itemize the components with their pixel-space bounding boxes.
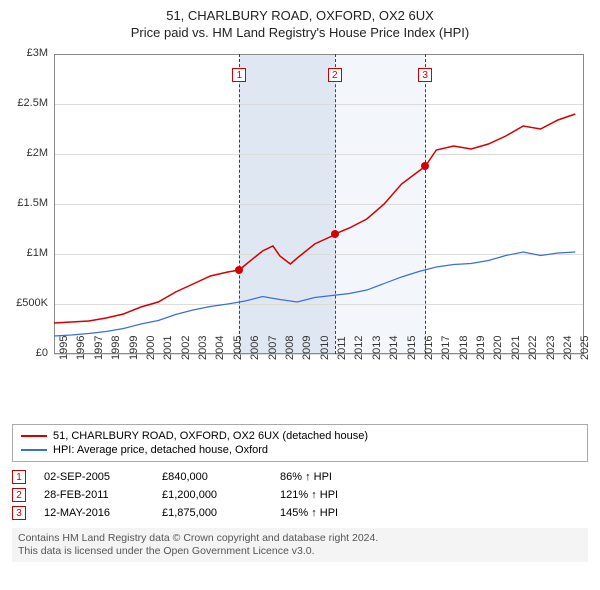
legend-swatch [21, 449, 47, 451]
up-arrow-icon: ↑ [311, 489, 317, 501]
up-arrow-icon: ↑ [305, 471, 311, 483]
title-line-1: 51, CHARLBURY ROAD, OXFORD, OX2 6UX [12, 8, 588, 25]
title-block: 51, CHARLBURY ROAD, OXFORD, OX2 6UX Pric… [12, 8, 588, 42]
series-svg [12, 48, 586, 356]
table-row: 1 02-SEP-2005 £840,000 86% ↑ HPI [12, 468, 588, 486]
data-marker-dot [331, 230, 339, 238]
data-marker-dot [421, 162, 429, 170]
tx-date: 12-MAY-2016 [44, 507, 144, 519]
legend-item: 51, CHARLBURY ROAD, OXFORD, OX2 6UX (det… [21, 429, 579, 443]
chart-area: £0£500K£1M£1.5M£2M£2.5M£3M19951996199719… [12, 48, 588, 418]
tx-marker-box: 3 [12, 506, 26, 520]
up-arrow-icon: ↑ [311, 507, 317, 519]
tx-pct: 121% ↑ HPI [280, 489, 338, 501]
legend-swatch [21, 435, 47, 437]
tx-price: £1,200,000 [162, 489, 262, 501]
tx-pct: 86% ↑ HPI [280, 471, 332, 483]
legend-item: HPI: Average price, detached house, Oxfo… [21, 443, 579, 457]
footer-line: This data is licensed under the Open Gov… [18, 545, 582, 558]
transactions-table: 1 02-SEP-2005 £840,000 86% ↑ HPI 2 28-FE… [12, 468, 588, 522]
data-marker-dot [235, 266, 243, 274]
tx-date: 02-SEP-2005 [44, 471, 144, 483]
footer-attribution: Contains HM Land Registry data © Crown c… [12, 528, 588, 562]
legend-label: HPI: Average price, detached house, Oxfo… [53, 444, 268, 456]
series-line-subject [54, 114, 575, 323]
table-row: 2 28-FEB-2011 £1,200,000 121% ↑ HPI [12, 486, 588, 504]
table-row: 3 12-MAY-2016 £1,875,000 145% ↑ HPI [12, 504, 588, 522]
tx-marker-box: 1 [12, 470, 26, 484]
tx-price: £840,000 [162, 471, 262, 483]
legend-label: 51, CHARLBURY ROAD, OXFORD, OX2 6UX (det… [53, 430, 368, 442]
page-container: 51, CHARLBURY ROAD, OXFORD, OX2 6UX Pric… [0, 0, 600, 590]
footer-line: Contains HM Land Registry data © Crown c… [18, 532, 582, 545]
title-line-2: Price paid vs. HM Land Registry's House … [12, 25, 588, 42]
tx-pct: 145% ↑ HPI [280, 507, 338, 519]
tx-price: £1,875,000 [162, 507, 262, 519]
legend: 51, CHARLBURY ROAD, OXFORD, OX2 6UX (det… [12, 424, 588, 462]
series-line-hpi [54, 252, 575, 336]
tx-marker-box: 2 [12, 488, 26, 502]
tx-date: 28-FEB-2011 [44, 489, 144, 501]
